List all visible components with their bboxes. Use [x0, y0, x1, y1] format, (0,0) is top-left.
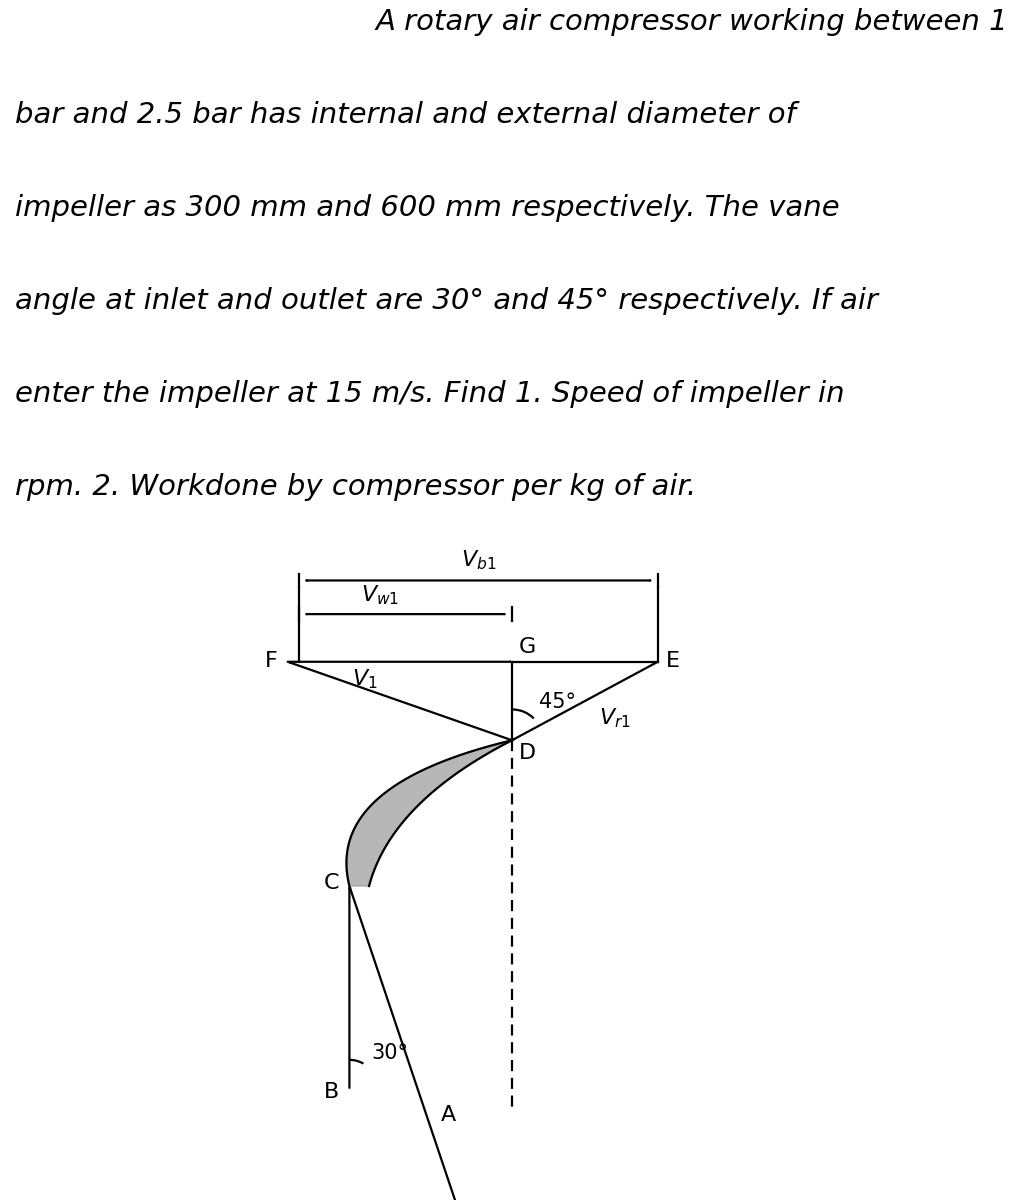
Text: E: E	[667, 650, 680, 671]
Text: B: B	[324, 1082, 339, 1103]
Text: $V_1$: $V_1$	[352, 668, 378, 691]
Text: F: F	[265, 650, 278, 671]
Text: $V_{r1}$: $V_{r1}$	[599, 707, 631, 731]
Text: A: A	[440, 1105, 456, 1124]
Text: impeller as 300 mm and 600 mm respectively. The vane: impeller as 300 mm and 600 mm respective…	[15, 194, 840, 222]
Text: 30°: 30°	[372, 1043, 409, 1063]
Text: 45°: 45°	[539, 692, 575, 712]
Text: A rotary air compressor working between 1: A rotary air compressor working between …	[376, 8, 1009, 36]
Text: $V_{w1}$: $V_{w1}$	[360, 583, 399, 607]
Text: bar and 2.5 bar has internal and external diameter of: bar and 2.5 bar has internal and externa…	[15, 101, 797, 128]
Text: rpm. 2. Workdone by compressor per kg of air.: rpm. 2. Workdone by compressor per kg of…	[15, 473, 696, 500]
Polygon shape	[346, 740, 512, 886]
Text: angle at inlet and outlet are 30° and 45° respectively. If air: angle at inlet and outlet are 30° and 45…	[15, 287, 879, 314]
Text: G: G	[519, 637, 536, 658]
Text: $V_{b1}$: $V_{b1}$	[461, 548, 496, 572]
Text: enter the impeller at 15 m/s. Find 1. Speed of impeller in: enter the impeller at 15 m/s. Find 1. Sp…	[15, 379, 845, 408]
Text: C: C	[324, 874, 339, 893]
Text: D: D	[519, 743, 536, 763]
